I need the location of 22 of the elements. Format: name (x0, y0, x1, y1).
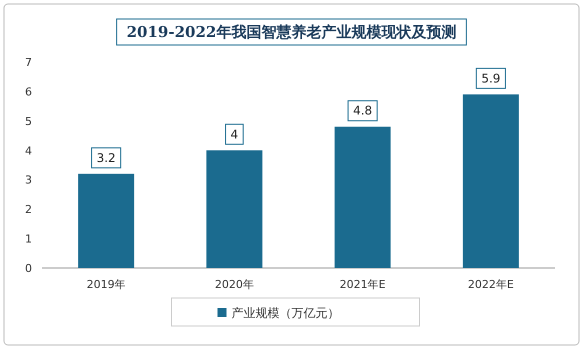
x-tick-label: 2019年 (86, 278, 126, 291)
y-tick-label: 0 (25, 262, 32, 275)
data-label: 3.2 (96, 150, 116, 165)
y-tick-label: 4 (25, 144, 32, 158)
legend-label: 产业规模（万亿元） (232, 306, 340, 320)
bar (462, 94, 519, 268)
bar (206, 150, 262, 268)
y-tick-label: 7 (25, 56, 32, 69)
data-label: 5.9 (481, 71, 500, 86)
y-tick-label: 3 (25, 174, 32, 187)
y-tick-label: 6 (25, 85, 32, 98)
data-label: 4 (230, 127, 238, 142)
x-tick-label: 2022年E (468, 278, 514, 291)
bar (334, 126, 391, 268)
y-tick-label: 2 (25, 203, 32, 216)
x-tick-label: 2020年 (214, 278, 254, 291)
y-tick-label: 5 (25, 114, 32, 128)
x-tick-label: 2021年E (340, 278, 386, 291)
bar (78, 174, 134, 268)
chart-title: 2019-2022年我国智慧养老产业规模现状及预测 (126, 23, 456, 41)
y-tick-label: 1 (25, 232, 32, 246)
data-label: 4.8 (353, 104, 372, 118)
